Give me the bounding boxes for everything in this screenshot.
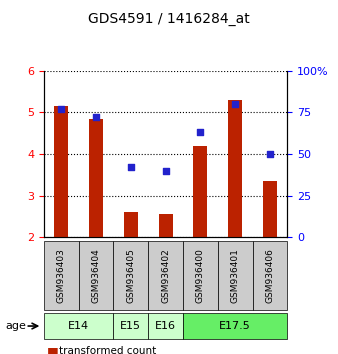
Point (267, 151, 273, 157)
Text: E17.5: E17.5 (219, 321, 251, 331)
Text: E15: E15 (120, 321, 141, 331)
Bar (159, 214, 173, 237)
Point (93, 115, 99, 120)
Text: ■: ■ (47, 345, 59, 354)
Text: GSM936405: GSM936405 (126, 248, 135, 303)
Text: GSM936406: GSM936406 (265, 248, 274, 303)
Text: GSM936402: GSM936402 (161, 248, 170, 303)
Text: GSM936403: GSM936403 (57, 248, 66, 303)
Bar (228, 100, 242, 237)
Bar (89, 119, 103, 237)
Text: E16: E16 (155, 321, 176, 331)
Text: GDS4591 / 1416284_at: GDS4591 / 1416284_at (88, 12, 250, 27)
Point (58, 106, 64, 112)
Text: E14: E14 (68, 321, 89, 331)
Point (233, 101, 238, 107)
Bar (193, 146, 207, 237)
Point (128, 165, 134, 170)
Bar (124, 212, 138, 237)
Bar (263, 181, 277, 237)
Bar (54, 106, 68, 237)
Text: GSM936404: GSM936404 (92, 248, 101, 303)
Text: GSM936400: GSM936400 (196, 248, 205, 303)
Point (198, 130, 203, 135)
Text: age: age (5, 321, 26, 331)
Point (163, 168, 168, 173)
Text: transformed count: transformed count (59, 346, 156, 354)
Text: GSM936401: GSM936401 (231, 248, 240, 303)
